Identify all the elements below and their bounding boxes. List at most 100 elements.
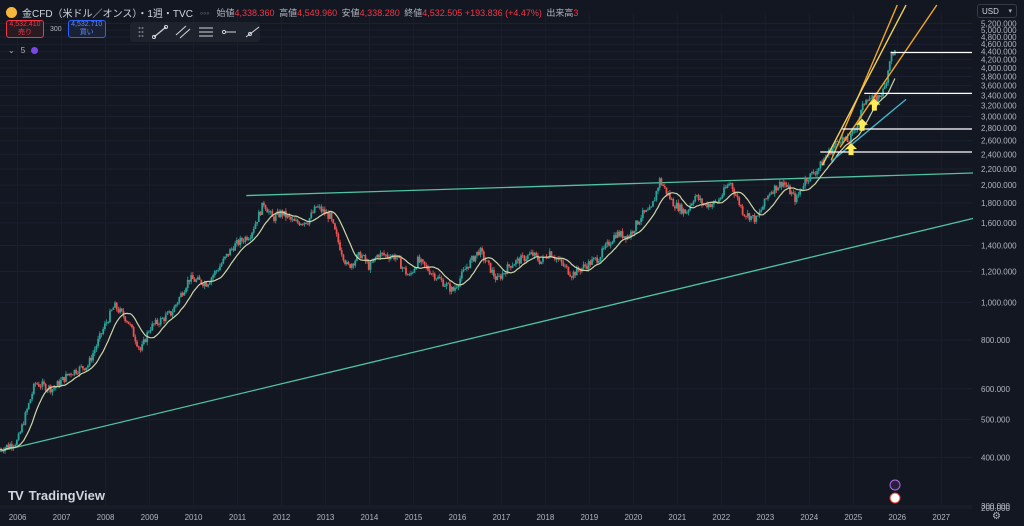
candle-body: [635, 220, 637, 231]
candle-body: [279, 210, 282, 218]
candle-body: [674, 206, 676, 209]
indicator-toggle[interactable]: ⌄ 5: [8, 46, 39, 55]
candle-body: [570, 276, 573, 278]
candle-body: [107, 322, 110, 324]
candle-body: [668, 193, 671, 199]
candle-body: [53, 387, 56, 390]
parallel-channel-icon[interactable]: [175, 25, 191, 39]
candle-body: [658, 178, 661, 188]
order-quantity[interactable]: 300: [50, 25, 62, 33]
candle-body: [198, 277, 201, 280]
candle-body: [792, 192, 795, 194]
candle-body: [75, 369, 78, 374]
candle-body: [604, 244, 607, 248]
candle-body: [714, 200, 717, 202]
candle-body: [762, 206, 764, 210]
candle-body: [296, 220, 299, 223]
candle-body: [410, 273, 412, 275]
candle-body: [168, 311, 171, 313]
candle-body: [767, 195, 769, 199]
candle-body: [586, 265, 588, 269]
y-tick-label: 300.000: [981, 502, 1010, 511]
x-tick-label: 2012: [273, 513, 291, 522]
candle-body: [254, 223, 257, 229]
candle-body: [281, 210, 284, 216]
candle-body: [888, 61, 891, 71]
candle-body: [180, 293, 182, 298]
candle-body: [34, 383, 37, 385]
candle-body: [504, 272, 507, 274]
candle-body: [465, 266, 468, 270]
candle-body: [103, 323, 106, 330]
candle-body: [729, 183, 732, 184]
trendline-tool-icon[interactable]: [152, 25, 168, 39]
candle-body: [482, 251, 485, 260]
candle-body: [71, 374, 74, 376]
buy-button[interactable]: 4,532.710 買い: [67, 20, 106, 38]
fan-line: [830, 98, 907, 163]
candle-body: [494, 276, 497, 280]
candle-body: [575, 267, 578, 276]
candle-body: [437, 276, 440, 279]
candle-body: [772, 192, 774, 194]
candle-body: [176, 302, 179, 305]
candle-body: [562, 262, 565, 266]
candle-body: [653, 200, 656, 202]
candle-body: [125, 321, 128, 322]
candle-body: [484, 259, 487, 262]
ohlc-readout: 始値4,338.360 高値4,549.960 安値4,338.280 終値4,…: [216, 8, 579, 18]
sell-button[interactable]: 4,532.410 売り: [6, 20, 44, 38]
candle-body: [740, 205, 742, 207]
y-tick-label: 3,600.000: [981, 82, 1017, 91]
settings-icon[interactable]: ⚙: [992, 511, 1001, 522]
candle-body: [63, 376, 66, 382]
candle-body: [513, 264, 516, 266]
trendlines: [0, 172, 977, 452]
fan-line: [830, 4, 898, 161]
candle-body: [21, 424, 23, 432]
candle-body: [394, 256, 397, 260]
candle-body: [105, 322, 108, 324]
candle-body: [418, 256, 421, 263]
candle-body: [521, 255, 524, 257]
candle-body: [799, 190, 802, 195]
candle-body: [553, 257, 556, 260]
horizontal-ray-icon[interactable]: [221, 25, 237, 39]
symbol-title[interactable]: 金CFD（米ドル／オンス）・1週・TVC: [22, 9, 193, 20]
candle-body: [535, 252, 538, 256]
candle-body: [795, 195, 798, 202]
drag-handle-icon[interactable]: [136, 25, 145, 39]
candle-body: [422, 259, 424, 262]
candle-body: [663, 186, 666, 188]
candle-body: [362, 255, 365, 256]
legend-dots-icon[interactable]: ◦◦◦: [199, 7, 210, 18]
candle-body: [186, 279, 189, 289]
y-tick-label: 5,000.000: [981, 26, 1017, 35]
candle-body: [751, 215, 754, 217]
candle-body: [538, 260, 541, 264]
candle-body: [633, 230, 636, 234]
candle-body: [574, 271, 577, 276]
chevron-down-icon[interactable]: ⌄: [8, 46, 15, 55]
candle-body: [202, 283, 204, 287]
candle-body: [839, 142, 842, 144]
candle-body: [623, 236, 626, 238]
fan-lines: [821, 4, 938, 166]
currency-select[interactable]: USD ▾: [977, 4, 1017, 18]
candle-body: [821, 161, 824, 166]
candle-body: [746, 213, 749, 217]
candle-body: [849, 133, 852, 144]
y-tick-label: 800.000: [981, 336, 1010, 345]
candle-body: [780, 181, 783, 187]
candle-body: [696, 195, 698, 196]
y-tick-label: 3,200.000: [981, 102, 1017, 111]
candle-body: [777, 187, 780, 191]
fan-line: [839, 4, 938, 148]
fib-retracement-icon[interactable]: [198, 25, 214, 39]
x-tick-label: 2017: [492, 513, 510, 522]
candle-body: [817, 168, 820, 172]
candle-body: [195, 279, 198, 282]
candle-body: [457, 285, 460, 288]
ray-tool-icon[interactable]: [244, 25, 260, 39]
